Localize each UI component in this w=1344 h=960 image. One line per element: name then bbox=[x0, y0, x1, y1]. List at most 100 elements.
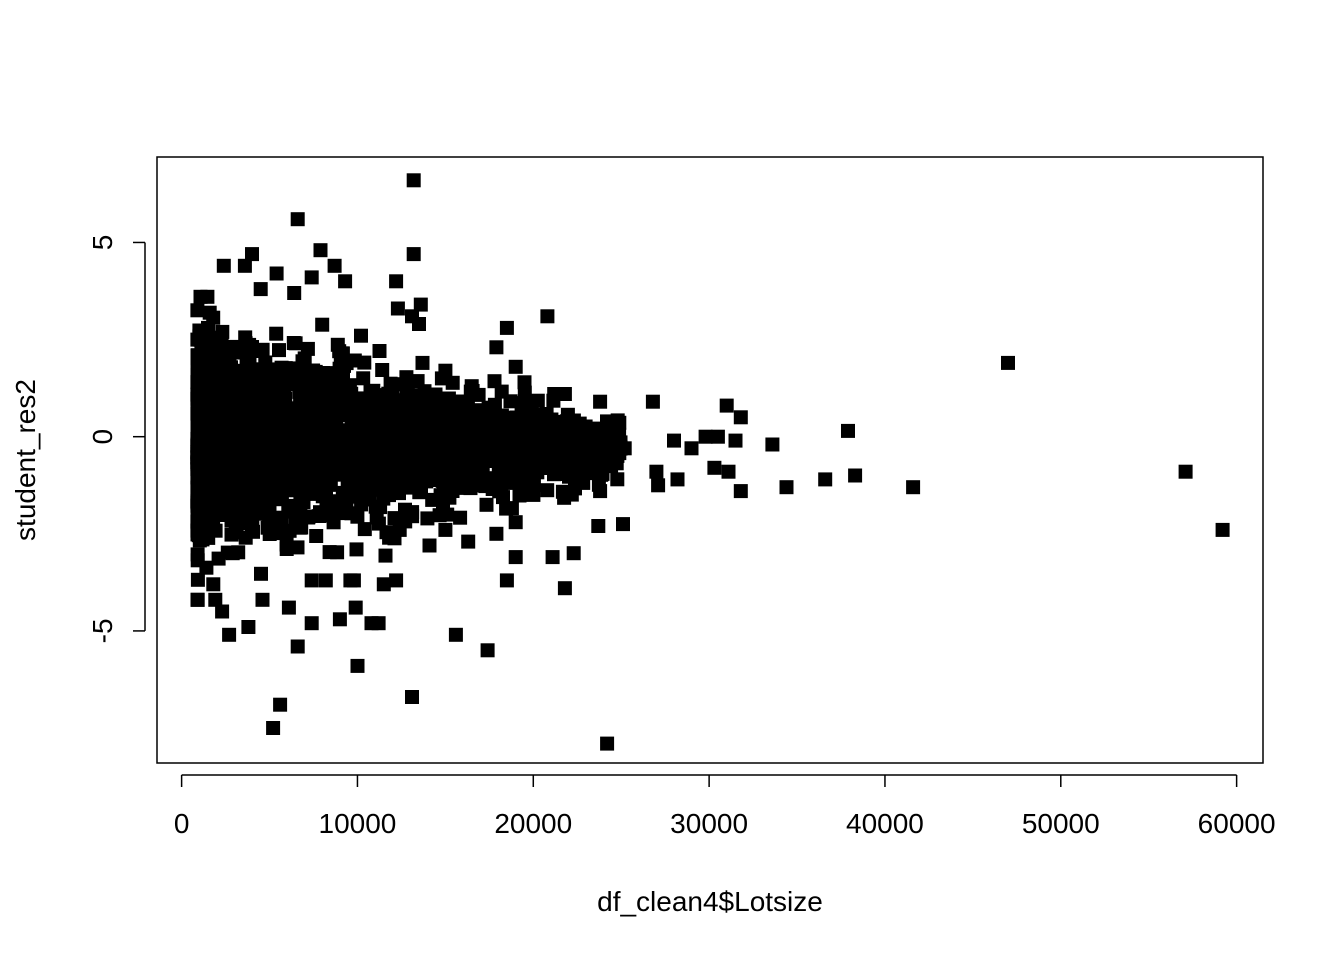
data-point bbox=[503, 394, 518, 409]
data-point bbox=[499, 471, 513, 486]
data-point bbox=[710, 429, 725, 444]
data-point bbox=[392, 522, 407, 537]
data-point bbox=[246, 344, 261, 358]
data-point bbox=[238, 530, 253, 545]
data-point bbox=[667, 433, 681, 448]
data-point bbox=[247, 502, 261, 517]
data-point bbox=[649, 464, 664, 479]
data-point bbox=[572, 472, 587, 487]
data-point bbox=[399, 381, 414, 396]
data-point bbox=[600, 736, 615, 751]
data-point bbox=[309, 455, 324, 470]
data-point bbox=[684, 441, 699, 456]
data-point bbox=[245, 247, 259, 262]
data-point bbox=[417, 384, 432, 399]
x-tick-label: 10000 bbox=[319, 808, 397, 839]
data-point bbox=[299, 482, 314, 497]
data-point bbox=[376, 577, 391, 592]
data-point bbox=[274, 463, 289, 478]
data-point bbox=[470, 404, 485, 419]
data-point bbox=[423, 461, 438, 476]
data-point bbox=[436, 473, 450, 488]
data-point bbox=[237, 258, 252, 273]
data-point bbox=[416, 438, 431, 453]
data-point bbox=[564, 443, 579, 458]
data-point bbox=[216, 258, 231, 273]
data-point bbox=[273, 697, 288, 712]
data-point bbox=[405, 690, 419, 704]
data-point bbox=[707, 460, 722, 475]
data-point bbox=[293, 396, 308, 411]
data-point bbox=[315, 317, 330, 332]
data-point bbox=[223, 434, 238, 449]
data-point bbox=[733, 484, 748, 499]
data-point bbox=[421, 473, 436, 487]
data-point bbox=[290, 639, 305, 654]
data-point bbox=[372, 344, 387, 358]
x-axis-label: df_clean4$Lotsize bbox=[597, 886, 823, 917]
data-point bbox=[253, 443, 268, 458]
data-point bbox=[273, 417, 288, 432]
data-point bbox=[841, 423, 855, 438]
data-point bbox=[380, 459, 394, 474]
data-point bbox=[406, 467, 421, 482]
data-point bbox=[224, 527, 239, 542]
data-point bbox=[291, 453, 306, 468]
data-point bbox=[1178, 464, 1193, 479]
data-point bbox=[463, 442, 477, 457]
data-point bbox=[227, 500, 242, 515]
data-point bbox=[279, 374, 294, 389]
data-point bbox=[351, 468, 366, 483]
x-tick-label: 30000 bbox=[670, 808, 748, 839]
data-point bbox=[464, 379, 479, 394]
data-point bbox=[197, 525, 212, 540]
data-point bbox=[539, 441, 554, 456]
data-point bbox=[515, 434, 529, 449]
data-point bbox=[234, 369, 249, 384]
data-point bbox=[350, 509, 365, 524]
data-point bbox=[601, 418, 616, 432]
data-point bbox=[290, 422, 305, 437]
data-point bbox=[509, 410, 524, 425]
data-point bbox=[480, 643, 495, 658]
data-point bbox=[358, 480, 372, 495]
x-tick-label: 20000 bbox=[494, 808, 572, 839]
data-point bbox=[417, 427, 432, 442]
data-point bbox=[208, 592, 223, 607]
data-point bbox=[190, 572, 205, 587]
data-point bbox=[348, 399, 363, 414]
data-point bbox=[1215, 522, 1230, 537]
data-point bbox=[309, 529, 324, 543]
data-point bbox=[203, 428, 218, 443]
data-point bbox=[335, 346, 350, 361]
y-tick-label: -5 bbox=[87, 618, 118, 643]
data-point bbox=[540, 483, 555, 498]
data-point bbox=[205, 462, 220, 477]
data-point bbox=[521, 409, 536, 424]
data-point bbox=[469, 421, 484, 436]
data-point bbox=[290, 540, 305, 555]
data-point bbox=[350, 658, 365, 673]
data-point bbox=[380, 430, 395, 444]
data-point bbox=[260, 520, 275, 535]
data-point bbox=[670, 472, 685, 487]
data-point bbox=[338, 492, 353, 507]
data-point bbox=[698, 429, 713, 444]
data-point bbox=[453, 510, 468, 525]
data-point bbox=[559, 465, 574, 480]
data-point bbox=[485, 482, 500, 496]
data-point bbox=[202, 446, 217, 461]
data-point bbox=[304, 616, 319, 631]
data-point bbox=[721, 464, 736, 479]
plot-frame bbox=[156, 156, 1264, 764]
data-point bbox=[195, 334, 210, 349]
data-point bbox=[489, 526, 504, 541]
data-point bbox=[192, 323, 207, 338]
data-point bbox=[420, 511, 435, 526]
data-point bbox=[317, 403, 332, 418]
data-point bbox=[475, 464, 490, 479]
data-point bbox=[552, 419, 567, 434]
data-point bbox=[304, 270, 319, 285]
data-point bbox=[190, 303, 205, 318]
data-point bbox=[499, 320, 514, 335]
